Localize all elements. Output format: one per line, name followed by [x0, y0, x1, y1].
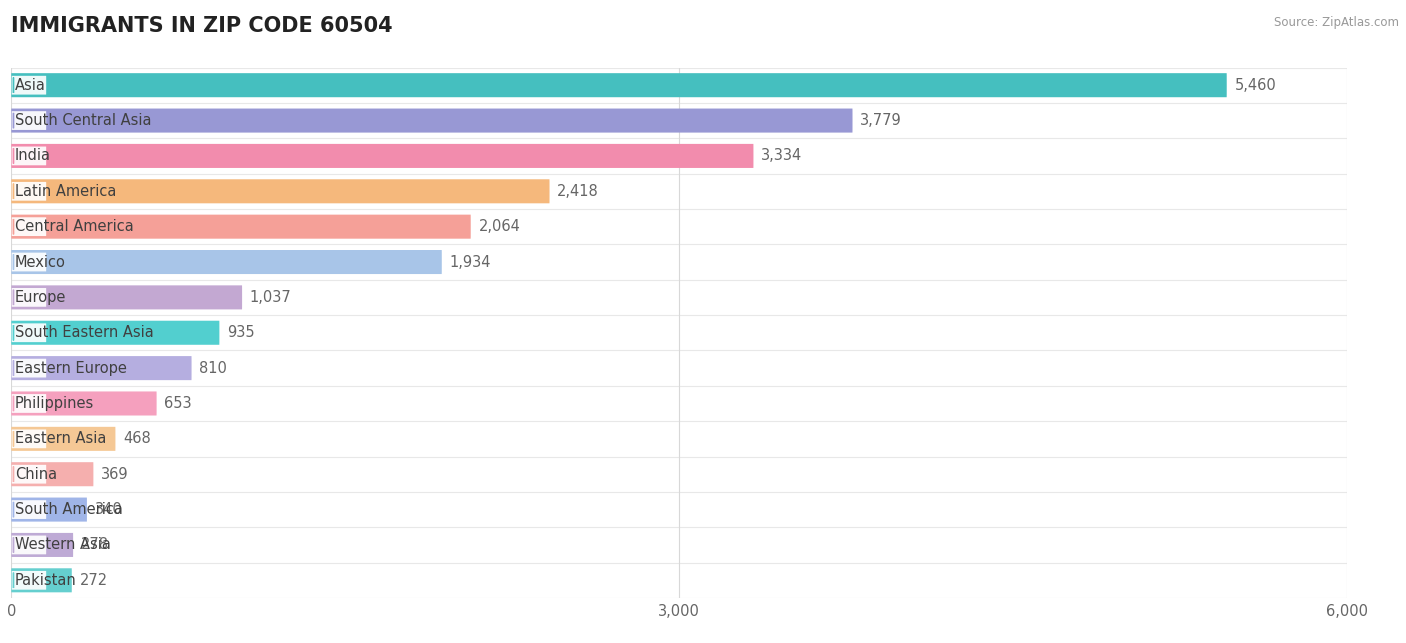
Text: Central America: Central America: [15, 219, 134, 234]
Text: Eastern Europe: Eastern Europe: [15, 361, 127, 376]
FancyBboxPatch shape: [11, 182, 46, 201]
Text: 935: 935: [228, 325, 254, 340]
FancyBboxPatch shape: [11, 250, 441, 274]
Text: Eastern Asia: Eastern Asia: [15, 431, 107, 446]
FancyBboxPatch shape: [11, 427, 115, 451]
FancyBboxPatch shape: [11, 498, 87, 521]
Text: Pakistan: Pakistan: [15, 573, 76, 588]
FancyBboxPatch shape: [11, 465, 46, 484]
Text: India: India: [15, 149, 51, 163]
FancyBboxPatch shape: [11, 111, 46, 130]
Text: Europe: Europe: [15, 290, 66, 305]
FancyBboxPatch shape: [11, 253, 46, 271]
Text: 3,779: 3,779: [860, 113, 903, 128]
FancyBboxPatch shape: [11, 288, 46, 307]
Text: 1,037: 1,037: [250, 290, 291, 305]
FancyBboxPatch shape: [11, 147, 46, 165]
Text: IMMIGRANTS IN ZIP CODE 60504: IMMIGRANTS IN ZIP CODE 60504: [11, 16, 392, 36]
Text: Western Asia: Western Asia: [15, 538, 111, 552]
Text: 272: 272: [80, 573, 108, 588]
Text: South Central Asia: South Central Asia: [15, 113, 152, 128]
FancyBboxPatch shape: [11, 144, 754, 168]
Text: 340: 340: [94, 502, 122, 517]
FancyBboxPatch shape: [11, 356, 191, 380]
Text: South Eastern Asia: South Eastern Asia: [15, 325, 153, 340]
FancyBboxPatch shape: [11, 76, 46, 95]
FancyBboxPatch shape: [11, 500, 46, 519]
FancyBboxPatch shape: [11, 109, 852, 132]
FancyBboxPatch shape: [11, 571, 46, 590]
FancyBboxPatch shape: [11, 394, 46, 413]
Text: 1,934: 1,934: [450, 255, 491, 269]
FancyBboxPatch shape: [11, 533, 73, 557]
Text: Philippines: Philippines: [15, 396, 94, 411]
FancyBboxPatch shape: [11, 536, 46, 554]
Text: Asia: Asia: [15, 78, 46, 93]
FancyBboxPatch shape: [11, 73, 1226, 97]
FancyBboxPatch shape: [11, 321, 219, 345]
Text: 468: 468: [124, 431, 150, 446]
FancyBboxPatch shape: [11, 217, 46, 236]
Text: 3,334: 3,334: [761, 149, 803, 163]
Text: 2,418: 2,418: [557, 184, 599, 199]
FancyBboxPatch shape: [11, 359, 46, 377]
Text: South America: South America: [15, 502, 122, 517]
FancyBboxPatch shape: [11, 179, 550, 203]
Text: Latin America: Latin America: [15, 184, 117, 199]
Text: China: China: [15, 467, 58, 482]
FancyBboxPatch shape: [11, 392, 156, 415]
FancyBboxPatch shape: [11, 285, 242, 309]
Text: 278: 278: [82, 538, 108, 552]
Text: Source: ZipAtlas.com: Source: ZipAtlas.com: [1274, 16, 1399, 29]
FancyBboxPatch shape: [11, 462, 93, 486]
Text: 5,460: 5,460: [1234, 78, 1277, 93]
Text: Mexico: Mexico: [15, 255, 66, 269]
Text: 2,064: 2,064: [478, 219, 520, 234]
FancyBboxPatch shape: [11, 430, 46, 448]
FancyBboxPatch shape: [11, 323, 46, 342]
FancyBboxPatch shape: [11, 215, 471, 239]
Text: 369: 369: [101, 467, 129, 482]
Text: 810: 810: [200, 361, 228, 376]
FancyBboxPatch shape: [11, 568, 72, 592]
Text: 653: 653: [165, 396, 193, 411]
